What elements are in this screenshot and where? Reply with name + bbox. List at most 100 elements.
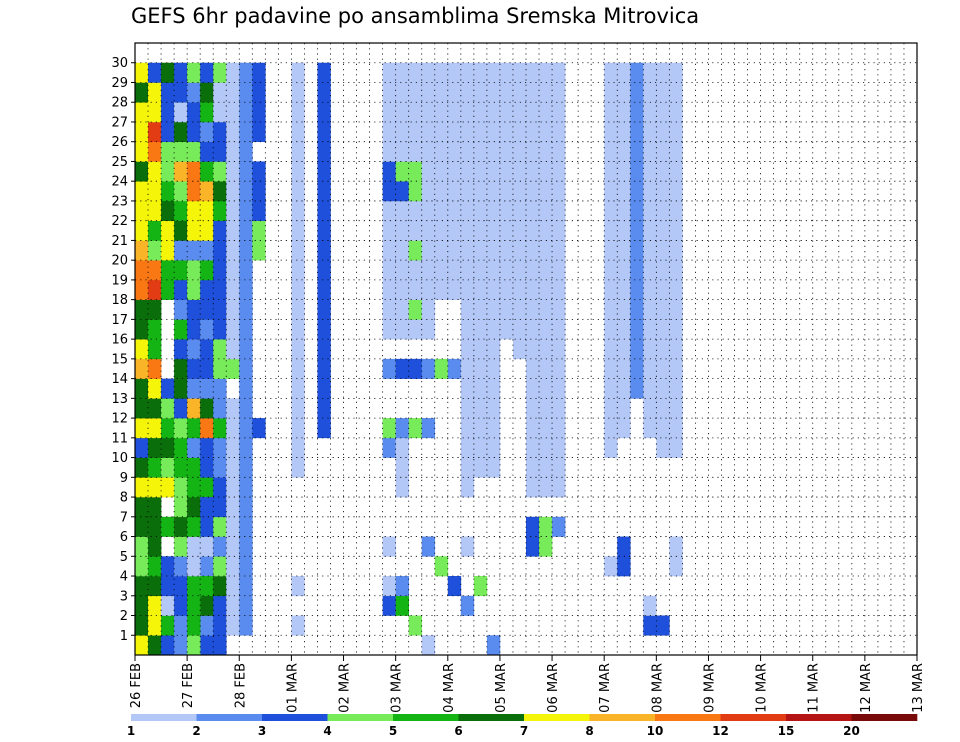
legend-label: 20 bbox=[843, 724, 860, 738]
heatmap-cell bbox=[239, 141, 253, 162]
heatmap-cell bbox=[539, 437, 553, 458]
heatmap-cell bbox=[291, 240, 305, 261]
heatmap-cell bbox=[200, 576, 214, 597]
heatmap-cell bbox=[239, 240, 253, 261]
heatmap-cell bbox=[604, 141, 618, 162]
heatmap-cell bbox=[643, 102, 657, 123]
heatmap-cell bbox=[135, 240, 149, 261]
heatmap-cell bbox=[291, 358, 305, 379]
heatmap-cell bbox=[604, 82, 618, 103]
heatmap-cell bbox=[643, 339, 657, 360]
heatmap-cell bbox=[148, 141, 162, 162]
heatmap-cell bbox=[135, 220, 149, 241]
heatmap-cell bbox=[252, 102, 266, 123]
heatmap-cell bbox=[291, 299, 305, 320]
heatmap-cell bbox=[317, 299, 331, 320]
heatmap-cell bbox=[552, 102, 566, 123]
heatmap-cell bbox=[148, 279, 162, 300]
heatmap-cell bbox=[499, 260, 514, 281]
heatmap-cell bbox=[460, 82, 475, 103]
heatmap-cell bbox=[187, 457, 201, 478]
heatmap-cell bbox=[552, 260, 566, 281]
heatmap-cell bbox=[408, 102, 423, 123]
heatmap-cell bbox=[617, 556, 631, 577]
y-tick-label: 5 bbox=[120, 550, 128, 565]
heatmap-cell bbox=[291, 141, 305, 162]
heatmap-cell bbox=[643, 141, 657, 162]
heatmap-cell bbox=[317, 240, 331, 261]
heatmap-cell bbox=[213, 62, 227, 83]
heatmap-cell bbox=[656, 181, 670, 202]
heatmap-cell bbox=[187, 260, 201, 281]
heatmap-cell bbox=[200, 457, 214, 478]
heatmap-cell bbox=[539, 220, 553, 241]
heatmap-cell bbox=[161, 378, 175, 399]
heatmap-cell bbox=[643, 615, 657, 636]
heatmap-cell bbox=[200, 102, 214, 123]
heatmap-cell bbox=[656, 220, 670, 241]
heatmap-cell bbox=[382, 82, 396, 103]
heatmap-cell bbox=[213, 82, 227, 103]
legend-label: 1 bbox=[127, 724, 135, 738]
x-tick-label: 09 MAR bbox=[703, 663, 718, 713]
heatmap-cell bbox=[630, 240, 644, 261]
heatmap-cell bbox=[526, 161, 540, 182]
heatmap-cell bbox=[539, 279, 553, 300]
y-tick-label: 14 bbox=[111, 372, 128, 387]
y-tick-label: 25 bbox=[111, 155, 128, 170]
heatmap-cell bbox=[317, 319, 331, 340]
heatmap-cell bbox=[239, 536, 253, 557]
heatmap-cell bbox=[526, 477, 540, 498]
heatmap-cell bbox=[226, 457, 240, 478]
legend-label: 15 bbox=[778, 724, 795, 738]
heatmap-cell bbox=[252, 161, 266, 182]
heatmap-cell bbox=[552, 82, 566, 103]
legend-swatch bbox=[458, 714, 525, 721]
heatmap-cell bbox=[135, 82, 149, 103]
heatmap-cell bbox=[213, 497, 227, 518]
heatmap-cell bbox=[317, 398, 331, 419]
y-tick-label: 7 bbox=[120, 510, 128, 525]
heatmap-cell bbox=[174, 260, 188, 281]
heatmap-cell bbox=[630, 260, 644, 281]
heatmap-cell bbox=[460, 457, 475, 478]
heatmap-cell bbox=[460, 595, 475, 616]
heatmap-cell bbox=[643, 358, 657, 379]
heatmap-cell bbox=[473, 220, 488, 241]
heatmap-cell bbox=[656, 141, 670, 162]
heatmap-cell bbox=[239, 418, 253, 439]
x-tick-label: 12 MAR bbox=[859, 663, 874, 713]
heatmap-cell bbox=[317, 62, 331, 83]
heatmap-cell bbox=[473, 319, 488, 340]
heatmap-cell bbox=[473, 299, 488, 320]
heatmap-cell bbox=[643, 82, 657, 103]
heatmap-cell bbox=[499, 200, 514, 221]
heatmap-cell bbox=[174, 358, 188, 379]
heatmap-cell bbox=[526, 358, 540, 379]
heatmap-cell bbox=[200, 82, 214, 103]
heatmap-cell bbox=[656, 339, 670, 360]
heatmap-cell bbox=[239, 299, 253, 320]
heatmap-cell bbox=[135, 576, 149, 597]
heatmap-cell bbox=[317, 82, 331, 103]
heatmap-cell bbox=[213, 398, 227, 419]
heatmap-cell bbox=[499, 141, 514, 162]
heatmap-cell bbox=[421, 536, 436, 557]
heatmap-cell bbox=[174, 437, 188, 458]
heatmap-cell bbox=[486, 141, 501, 162]
heatmap-cell bbox=[434, 82, 449, 103]
heatmap-cell bbox=[604, 556, 618, 577]
heatmap-cell bbox=[552, 358, 566, 379]
heatmap-cell bbox=[200, 477, 214, 498]
heatmap-cell bbox=[174, 240, 188, 261]
heatmap-cell bbox=[656, 200, 670, 221]
heatmap-cell bbox=[317, 181, 331, 202]
heatmap-cell bbox=[512, 82, 527, 103]
heatmap-cell bbox=[226, 121, 240, 143]
heatmap-cell bbox=[174, 497, 188, 518]
heatmap-cell bbox=[408, 161, 423, 182]
heatmap-cell bbox=[187, 82, 201, 103]
heatmap-cell bbox=[135, 279, 149, 300]
heatmap-cell bbox=[213, 102, 227, 123]
heatmap-cell bbox=[447, 240, 462, 261]
